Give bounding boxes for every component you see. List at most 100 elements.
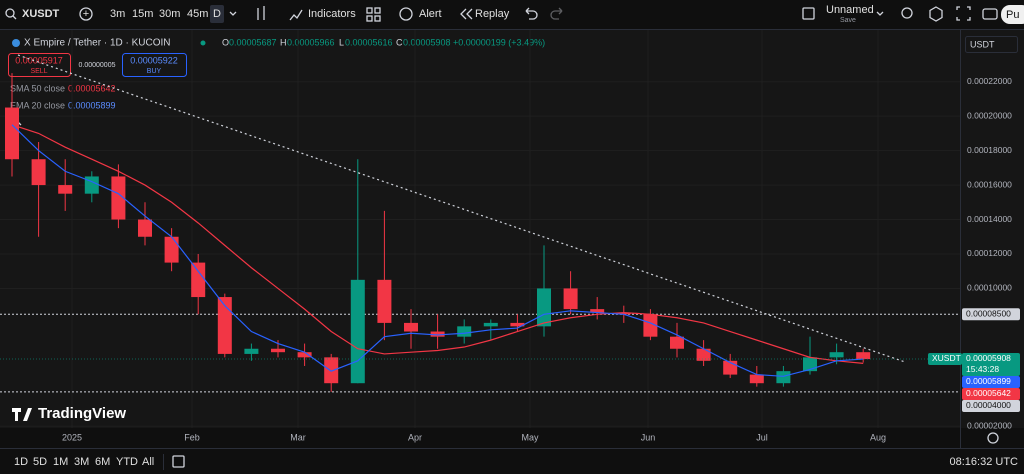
level-tag-label: 0.00008500 [966,309,1011,319]
snapshot[interactable] [982,8,998,20]
sma-legend: SMA 50 close [10,83,65,93]
date-range-icon[interactable] [172,455,185,468]
symbol-tag [928,352,962,365]
y-tick-label: 0.00002000 [967,421,1012,431]
candle-body [271,348,285,353]
x-tick-label: May [521,432,539,442]
candle-body [856,352,871,360]
bottom-bar: 1D 5D 1M 3M 6M YTD All 08:16:32 UTC [14,454,1018,470]
fullscreen[interactable] [956,6,971,21]
range[interactable]: 3M [74,456,89,468]
interval[interactable]: 3m [110,8,125,20]
ohlc-key: L [339,37,344,47]
legend: X Empire / Tether · 1D · KUCOIN O 0.0000… [8,36,1018,126]
price-tag [962,387,1020,400]
alert-icon [399,7,413,21]
publish-label: Pu [1006,9,1019,21]
change: +0.00000199 (+3.49%) [453,37,545,47]
replay-button[interactable]: Replay [475,8,510,20]
range[interactable]: 1M [53,456,68,468]
search-icon[interactable] [5,8,15,18]
candle-body [164,236,179,263]
quick-search[interactable] [901,7,913,19]
y-tick-label: 0.00020000 [967,110,1012,120]
alert-button[interactable]: Alert [419,8,442,20]
plot: 0.00022000 0.00020000 0.00018000 0.00016000… [0,30,1020,442]
chart-type-icon[interactable] [257,6,265,20]
sell-price: 0.00005917 [15,55,63,65]
layout-chevron[interactable] [876,11,884,16]
range[interactable]: 6M [95,456,110,468]
range[interactable]: 5D [33,456,47,468]
replay-icon [460,8,473,20]
candle-body [58,185,73,194]
currency: USDT [970,39,995,49]
candle-body [84,176,99,194]
sell-button[interactable] [8,53,71,77]
interval[interactable]: D [213,8,221,20]
compare-plus: + [83,8,89,20]
compare-button[interactable] [79,7,93,21]
candle-body [217,297,232,354]
buy-label: BUY [147,68,162,75]
ohlc-value: 0.00005687 [229,37,277,47]
y-tick-label: 0.00018000 [967,145,1012,155]
save-label[interactable]: Save [840,17,856,24]
candle-body [244,348,259,354]
templates-icon [374,15,381,22]
interval[interactable]: 30m [159,8,180,20]
y-tick-label: 0.00022000 [967,76,1012,86]
publish-button[interactable] [1001,5,1024,24]
y-tick-label: 0.00010000 [967,283,1012,293]
candle-body [829,352,844,358]
spread: 0.00000005 [79,62,116,69]
redo[interactable] [550,7,563,20]
candle-body [483,322,498,327]
level-tag [962,308,1020,321]
templates-icon [366,15,373,22]
range[interactable]: YTD [116,456,138,468]
symbol[interactable]: XUSDT [22,8,60,20]
range[interactable]: All [142,456,154,468]
buy-price: 0.00005922 [130,55,178,65]
y-tick-label: 0.00014000 [967,214,1012,224]
search-icon-handle [12,15,17,20]
undo[interactable] [525,7,538,20]
candle-body [138,219,152,237]
ohlc-value: 0.00005966 [287,37,335,47]
ohlc-key: O [222,37,229,47]
candle-body [430,331,445,337]
ohlc-key: H [280,37,287,47]
trendline[interactable] [17,54,906,363]
candle-body [5,107,19,160]
ohlc-value: 0.00005616 [345,37,393,47]
candle-body [350,279,365,384]
candle-body [457,326,472,337]
logo-mark [12,408,32,421]
range[interactable]: 1D [14,456,28,468]
indicators-button[interactable]: Indicators [308,8,356,20]
settings[interactable] [929,6,943,22]
symbol-tag-label: XUSDT [932,353,961,363]
x-tick-label: Aug [870,432,886,442]
candle-body [749,374,764,384]
candle-body [31,159,46,186]
candle-body [643,314,658,337]
interval-chevron[interactable] [229,11,237,16]
layout-icon[interactable] [802,7,815,20]
x-tick-label: Mar [290,432,306,442]
templates-icon [374,7,381,14]
interval[interactable]: 15m [132,8,153,20]
axis-settings[interactable] [987,432,999,444]
ema-value: 0.00005899 [68,100,116,110]
price-tag-label: 0.00005899 [966,376,1011,386]
brand: TradingView [38,405,126,422]
currency-select[interactable] [965,36,1018,53]
templates-icon[interactable] [366,7,373,14]
market-status [200,40,206,46]
layout-name[interactable]: Unnamed [826,4,874,16]
interval[interactable]: 45m [187,8,208,20]
candle-body [377,279,392,323]
sell-label: SELL [30,68,47,75]
buy-button[interactable] [122,53,187,77]
